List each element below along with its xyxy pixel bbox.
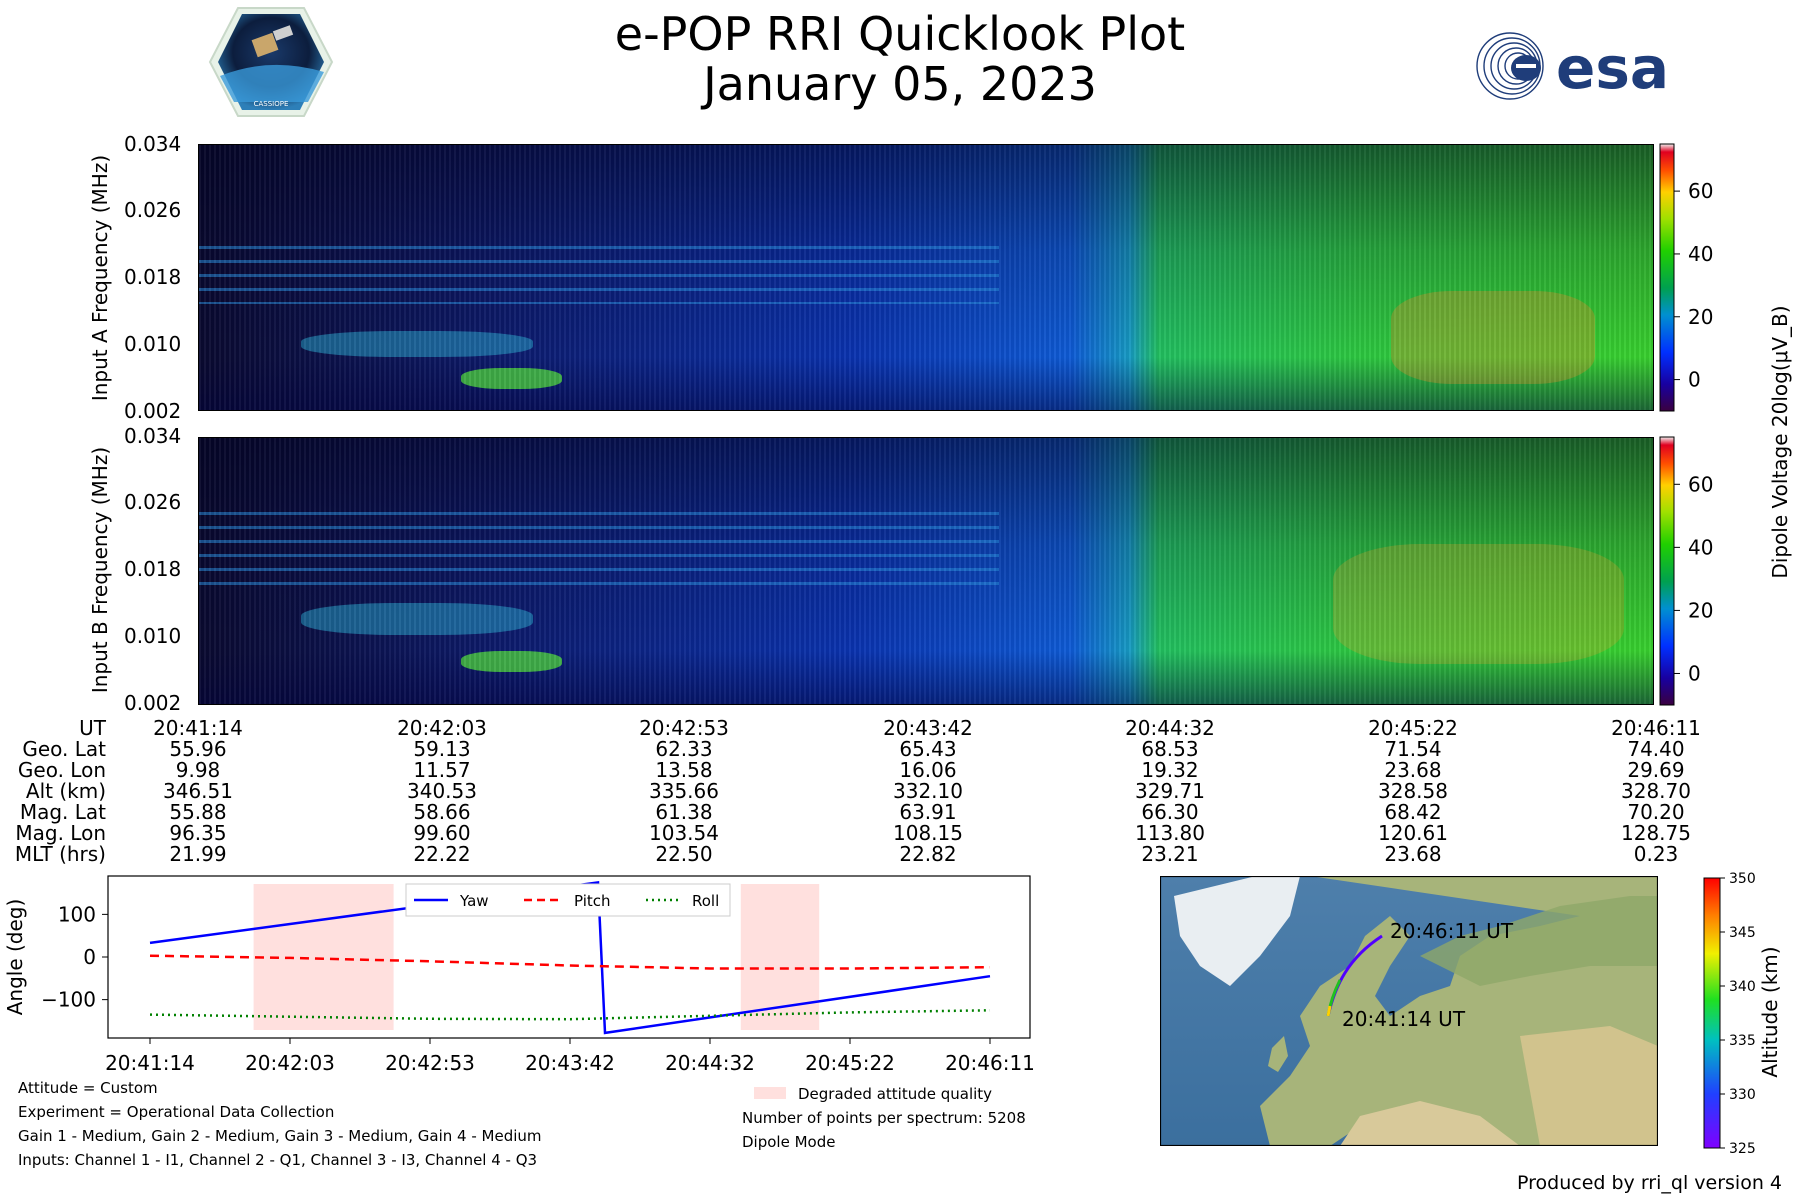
spectrogram-a-ylabel: Input A Frequency (MHz) [88, 154, 112, 402]
series-yaw [149, 880, 991, 1035]
xtick-label: 20:43:42 [525, 1051, 615, 1075]
colorbar-label: Dipole Voltage 20log(μV_B) [1768, 305, 1792, 579]
note-line: Inputs: Channel 1 - I1, Channel 2 - Q1, … [18, 1151, 538, 1169]
ephemeris-row-labels: UT Geo. Lat Geo. Lon Alt (km) Mag. Lat M… [0, 718, 106, 865]
page-title: e-POP RRI Quicklook Plot [614, 7, 1186, 61]
ephemeris-column: 20:42:53 62.33 13.58 335.66 61.38 103.54 22.50 [639, 716, 729, 866]
altitude-tick-label: 335 [1729, 1033, 1756, 1049]
altitude-tick-label: 345 [1729, 925, 1756, 941]
xtick-label: 20:46:11 [945, 1051, 1035, 1075]
series-roll [149, 1009, 991, 1021]
colorbar-b [1659, 436, 1675, 706]
note-line: Attitude = Custom [18, 1079, 158, 1097]
points-per-spectrum: Number of points per spectrum: 5208 [742, 1109, 1026, 1127]
ytick: 0.002 [124, 691, 182, 715]
attitude-chart: 100 0 −100 20:41:14 20:42:03 20:42:53 20:43:4… [3, 875, 1035, 1075]
footer-credit: Produced by rri_ql version 4 [1517, 1172, 1782, 1194]
page-date: January 05, 2023 [703, 57, 1097, 111]
ytick: 0.002 [124, 399, 182, 423]
colorbar-tick-label: 60 [1688, 472, 1713, 496]
row-label: MLT (hrs) [14, 842, 106, 866]
row-label: Geo. Lat [22, 737, 106, 761]
ephemeris-table: UT Geo. Lat Geo. Lon Alt (km) Mag. Lat M… [0, 718, 1800, 868]
spectrogram-a [198, 144, 1654, 411]
map-label-end: 20:46:11 UT [1390, 919, 1514, 943]
ytick: 0.010 [124, 624, 182, 648]
ytick-label: 100 [58, 902, 96, 926]
altitude-tick-label: 340 [1729, 979, 1756, 995]
ytick-label: −100 [41, 988, 96, 1012]
ytick: 0.034 [124, 132, 182, 156]
colorbar-tick-label: 0 [1688, 368, 1701, 392]
row-label: UT [79, 716, 106, 740]
attitude-legend: Yaw Pitch Roll [405, 883, 731, 917]
ephemeris-column: 20:42:03 59.13 11.57 340.53 58.66 99.60 22.22 [397, 716, 487, 866]
degraded-legend-label: Degraded attitude quality [798, 1085, 993, 1103]
colorbar-tick-label: 20 [1688, 305, 1713, 329]
altitude-tick-label: 350 [1729, 872, 1756, 887]
ytick: 0.026 [124, 490, 182, 514]
note-line: Gain 1 - Medium, Gain 2 - Medium, Gain 3… [18, 1127, 542, 1145]
cassiope-logo-text: CASSIOPE [254, 100, 289, 108]
spectrogram-colorbars: 60 40 20 0 60 40 20 0 [1659, 143, 1713, 706]
ytick: 0.034 [124, 424, 182, 448]
colorbar-tick-label: 20 [1688, 598, 1713, 622]
legend-yaw-label: Yaw [459, 892, 489, 910]
ephemeris-column: 20:46:11 74.40 29.69 328.70 70.20 128.75 0.23 [1611, 716, 1701, 866]
xtick-label: 20:45:22 [805, 1051, 895, 1075]
legend-pitch-label: Pitch [574, 892, 611, 910]
notes-left: Attitude = Custom Experiment = Operation… [18, 1076, 542, 1172]
cassiope-logo: CASSIOPE [208, 7, 334, 117]
degraded-region [740, 884, 820, 1030]
row-label: Mag. Lon [15, 821, 106, 845]
altitude-tick-label: 330 [1729, 1087, 1756, 1103]
dipole-mode: Dipole Mode [742, 1133, 836, 1151]
ytick-label: 0 [83, 945, 96, 969]
ytick: 0.026 [124, 198, 182, 222]
ytick: 0.018 [124, 265, 182, 289]
legend-roll-label: Roll [692, 892, 719, 910]
ephemeris-column: 20:43:42 65.43 16.06 332.10 63.91 108.15 22.82 [883, 716, 973, 866]
xtick-label: 20:41:14 [105, 1051, 195, 1075]
colorbar-tick-label: 40 [1688, 535, 1713, 559]
altitude-colorbar-label: Altitude (km) [1758, 946, 1782, 1078]
colorbar-tick-label: 0 [1688, 661, 1701, 685]
note-line: Experiment = Operational Data Collection [18, 1103, 335, 1121]
esa-logo: esa [1476, 32, 1669, 102]
map-label-start: 20:41:14 UT [1342, 1007, 1466, 1031]
ephemeris-column: 20:45:22 71.54 23.68 328.58 68.42 120.61 23.68 [1368, 716, 1458, 866]
xtick-label: 20:42:03 [245, 1051, 335, 1075]
xtick-label: 20:44:32 [665, 1051, 755, 1075]
row-label: Geo. Lon [17, 758, 106, 782]
degraded-legend-swatch [754, 1087, 786, 1099]
desert-shape [1340, 1101, 1520, 1146]
greenland-shape [1174, 876, 1300, 986]
spectrogram-b-ylabel: Input B Frequency (MHz) [88, 446, 112, 694]
xtick-label: 20:42:53 [385, 1051, 475, 1075]
colorbar-a [1659, 143, 1675, 412]
ytick: 0.010 [124, 332, 182, 356]
orbit-map: 20:46:11 UT 20:41:14 UT [1160, 876, 1658, 1146]
colorbar-tick-label: 40 [1688, 242, 1713, 266]
row-label: Mag. Lat [19, 800, 106, 824]
ephemeris-column: 20:41:14 55.96 9.98 346.51 55.88 96.35 21.99 [153, 716, 243, 866]
uk-shape [1268, 1036, 1288, 1072]
ytick: 0.018 [124, 557, 182, 581]
attitude-ylabel: Angle (deg) [3, 899, 27, 1016]
series-pitch [149, 954, 991, 970]
notes-right: Degraded attitude quality Number of poin… [742, 1082, 1026, 1154]
ephemeris-column: 20:44:32 68.53 19.32 329.71 66.30 113.80 23.21 [1125, 716, 1215, 866]
esa-logo-text: esa [1556, 34, 1669, 102]
altitude-colorbar: 350 345 340 335 330 325 [1703, 872, 1756, 1156]
colorbar-tick-label: 60 [1688, 179, 1713, 203]
row-label: Alt (km) [25, 779, 106, 803]
altitude-tick-label: 325 [1729, 1141, 1756, 1156]
spectrogram-b [198, 437, 1654, 705]
